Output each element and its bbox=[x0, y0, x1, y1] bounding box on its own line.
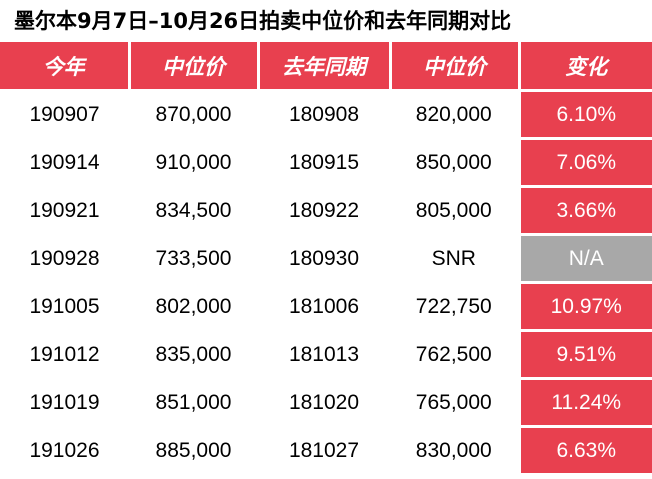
cell-change: 10.97% bbox=[519, 283, 652, 331]
cell-this-year: 191005 bbox=[0, 283, 129, 331]
cell-this-year: 191019 bbox=[0, 379, 129, 427]
cell-change: 11.24% bbox=[519, 379, 652, 427]
column-header-change: 变化 bbox=[519, 42, 652, 91]
cell-change: 3.66% bbox=[519, 187, 652, 235]
cell-last-year: 180930 bbox=[258, 235, 390, 283]
cell-this-year: 191026 bbox=[0, 427, 129, 475]
page-title: 墨尔本9月7日–10月26日拍卖中位价和去年同期对比 bbox=[0, 0, 652, 42]
table-row: 190928 733,500 180930 SNR N/A bbox=[0, 235, 652, 283]
column-header-this-year: 今年 bbox=[0, 42, 129, 91]
header-row: 今年 中位价 去年同期 中位价 变化 bbox=[0, 42, 652, 91]
table-row: 190914 910,000 180915 850,000 7.06% bbox=[0, 139, 652, 187]
auction-median-table: 今年 中位价 去年同期 中位价 变化 190907 870,000 180908… bbox=[0, 42, 652, 476]
cell-last-year: 180922 bbox=[258, 187, 390, 235]
cell-this-year: 190928 bbox=[0, 235, 129, 283]
column-header-median: 中位价 bbox=[129, 42, 258, 91]
table-row: 191026 885,000 181027 830,000 6.63% bbox=[0, 427, 652, 475]
table-row: 190921 834,500 180922 805,000 3.66% bbox=[0, 187, 652, 235]
cell-median: 870,000 bbox=[129, 91, 258, 139]
cell-last-median: 762,500 bbox=[390, 331, 519, 379]
cell-median: 802,000 bbox=[129, 283, 258, 331]
cell-median: 885,000 bbox=[129, 427, 258, 475]
cell-median: 851,000 bbox=[129, 379, 258, 427]
table-row: 190907 870,000 180908 820,000 6.10% bbox=[0, 91, 652, 139]
cell-last-median: 830,000 bbox=[390, 427, 519, 475]
cell-last-median: 850,000 bbox=[390, 139, 519, 187]
column-header-last-year: 去年同期 bbox=[258, 42, 390, 91]
cell-change: 9.51% bbox=[519, 331, 652, 379]
table-row: 191005 802,000 181006 722,750 10.97% bbox=[0, 283, 652, 331]
cell-median: 733,500 bbox=[129, 235, 258, 283]
cell-change: 7.06% bbox=[519, 139, 652, 187]
cell-median: 834,500 bbox=[129, 187, 258, 235]
cell-last-median: 820,000 bbox=[390, 91, 519, 139]
table-header: 今年 中位价 去年同期 中位价 变化 bbox=[0, 42, 652, 91]
cell-change: 6.63% bbox=[519, 427, 652, 475]
cell-this-year: 191012 bbox=[0, 331, 129, 379]
cell-median: 910,000 bbox=[129, 139, 258, 187]
cell-this-year: 190921 bbox=[0, 187, 129, 235]
table-row: 191019 851,000 181020 765,000 11.24% bbox=[0, 379, 652, 427]
cell-last-median: 765,000 bbox=[390, 379, 519, 427]
cell-change: 6.10% bbox=[519, 91, 652, 139]
cell-last-median: 805,000 bbox=[390, 187, 519, 235]
cell-last-year: 181013 bbox=[258, 331, 390, 379]
table-body: 190907 870,000 180908 820,000 6.10% 1909… bbox=[0, 91, 652, 475]
cell-this-year: 190914 bbox=[0, 139, 129, 187]
column-header-last-median: 中位价 bbox=[390, 42, 519, 91]
cell-last-year: 181027 bbox=[258, 427, 390, 475]
table-row: 191012 835,000 181013 762,500 9.51% bbox=[0, 331, 652, 379]
cell-last-year: 180915 bbox=[258, 139, 390, 187]
cell-last-year: 181006 bbox=[258, 283, 390, 331]
cell-last-year: 181020 bbox=[258, 379, 390, 427]
cell-last-median: 722,750 bbox=[390, 283, 519, 331]
cell-median: 835,000 bbox=[129, 331, 258, 379]
cell-last-year: 180908 bbox=[258, 91, 390, 139]
cell-this-year: 190907 bbox=[0, 91, 129, 139]
cell-last-median: SNR bbox=[390, 235, 519, 283]
cell-change-na: N/A bbox=[519, 235, 652, 283]
